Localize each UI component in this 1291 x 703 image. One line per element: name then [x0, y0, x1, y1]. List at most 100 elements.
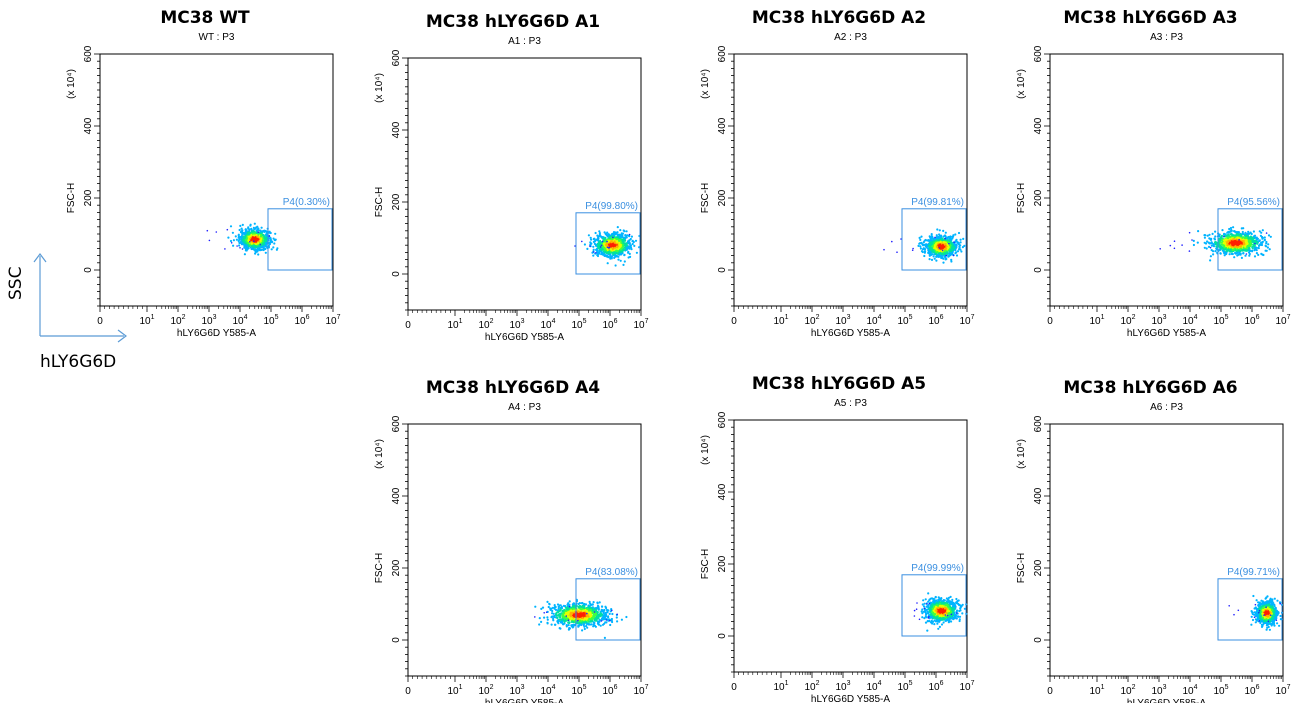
event-dot	[265, 240, 267, 242]
event-dot	[263, 249, 265, 251]
event-dot	[932, 253, 934, 255]
event-dot	[958, 245, 960, 247]
event-dot	[1231, 230, 1233, 232]
event-dot	[931, 233, 933, 235]
event-dot	[611, 613, 613, 615]
x-tick-label: 104	[540, 318, 555, 331]
event-dot	[929, 258, 931, 260]
event-dot	[1223, 252, 1225, 254]
event-dot	[588, 234, 590, 236]
event-dot	[247, 242, 249, 244]
event-dot	[950, 259, 952, 261]
event-dot	[931, 259, 933, 261]
event-dot	[1237, 249, 1239, 251]
event-dot	[590, 620, 592, 622]
event-dot-outlier	[1189, 250, 1191, 252]
y-multiplier-label: (x 10⁴)	[700, 69, 711, 99]
event-dot-outlier	[1174, 240, 1176, 242]
event-dot	[952, 234, 954, 236]
x-tick-label: 103	[835, 314, 850, 327]
event-dot	[614, 252, 616, 254]
event-dot	[551, 610, 553, 612]
event-dot	[239, 225, 241, 227]
event-dot	[628, 256, 630, 258]
event-dot	[615, 255, 617, 257]
event-dot-outlier	[1170, 245, 1172, 247]
event-dot	[1211, 245, 1213, 247]
event-dot-outlier	[942, 250, 944, 252]
event-dot-outlier	[595, 252, 597, 254]
event-dot	[952, 249, 954, 251]
event-dot	[593, 249, 595, 251]
event-dot-outlier	[236, 245, 238, 247]
event-dot	[604, 251, 606, 253]
x-tick-label: 105	[263, 314, 278, 327]
event-dot	[1268, 234, 1270, 236]
y-tick-label: 0	[1033, 267, 1044, 273]
y-tick-label: 0	[391, 637, 402, 643]
event-dot	[927, 247, 929, 249]
event-dot	[1214, 235, 1216, 237]
event-dot	[919, 239, 921, 241]
event-dot	[1209, 259, 1211, 261]
event-dot-outlier	[239, 247, 241, 249]
y-tick-label: 600	[391, 49, 402, 66]
y-tick-label: 400	[1033, 117, 1044, 134]
event-dot	[1211, 242, 1213, 244]
plot-frame	[408, 58, 641, 310]
x-tick-label: 105	[571, 684, 586, 697]
x-tick-label: 102	[478, 318, 493, 331]
event-dot	[1221, 229, 1223, 231]
event-dot	[626, 242, 628, 244]
x-tick-label: 106	[294, 314, 309, 327]
event-dot	[616, 238, 618, 240]
event-dot-outlier	[1159, 248, 1161, 250]
event-dot	[924, 248, 926, 250]
event-dot-outlier	[1238, 239, 1240, 241]
event-dot	[230, 225, 232, 227]
event-dot	[568, 624, 570, 626]
event-dot	[250, 234, 252, 236]
event-dot	[931, 242, 933, 244]
event-dot	[936, 234, 938, 236]
event-dot	[603, 247, 605, 249]
x-tick-label: 107	[633, 318, 648, 331]
event-dot-outlier	[945, 255, 947, 257]
event-dot-outlier	[609, 247, 611, 249]
event-dot	[587, 616, 589, 618]
event-dot	[1256, 242, 1258, 244]
event-dot-outlier	[912, 249, 914, 251]
y-tick-label: 200	[717, 189, 728, 206]
event-dot	[539, 617, 541, 619]
y-tick-label: 400	[391, 487, 402, 504]
event-dot	[960, 250, 962, 252]
event-dot	[597, 606, 599, 608]
event-dot	[570, 624, 572, 626]
event-dot	[265, 243, 267, 245]
event-dot	[543, 617, 545, 619]
event-dot	[1241, 237, 1243, 239]
event-dot	[557, 603, 559, 605]
event-dot	[932, 249, 934, 251]
event-dot	[1244, 249, 1246, 251]
event-dot	[253, 230, 255, 232]
event-dot	[592, 255, 594, 257]
event-dot	[1229, 246, 1231, 248]
event-dot-outlier	[1223, 236, 1225, 238]
event-dot	[945, 258, 947, 260]
x-tick-label: 104	[866, 314, 881, 327]
event-dot	[269, 237, 271, 239]
y-tick-label: 200	[1033, 189, 1044, 206]
event-dot	[242, 236, 244, 238]
event-dot-outlier	[939, 247, 941, 249]
event-dot-outlier	[1246, 253, 1248, 255]
x-tick-label: 0	[405, 320, 411, 331]
event-dot	[1267, 246, 1269, 248]
x-tick-label: 101	[447, 318, 462, 331]
event-dot	[256, 239, 258, 241]
event-dot	[584, 621, 586, 623]
event-dot	[1197, 242, 1199, 244]
event-dot	[632, 240, 634, 242]
